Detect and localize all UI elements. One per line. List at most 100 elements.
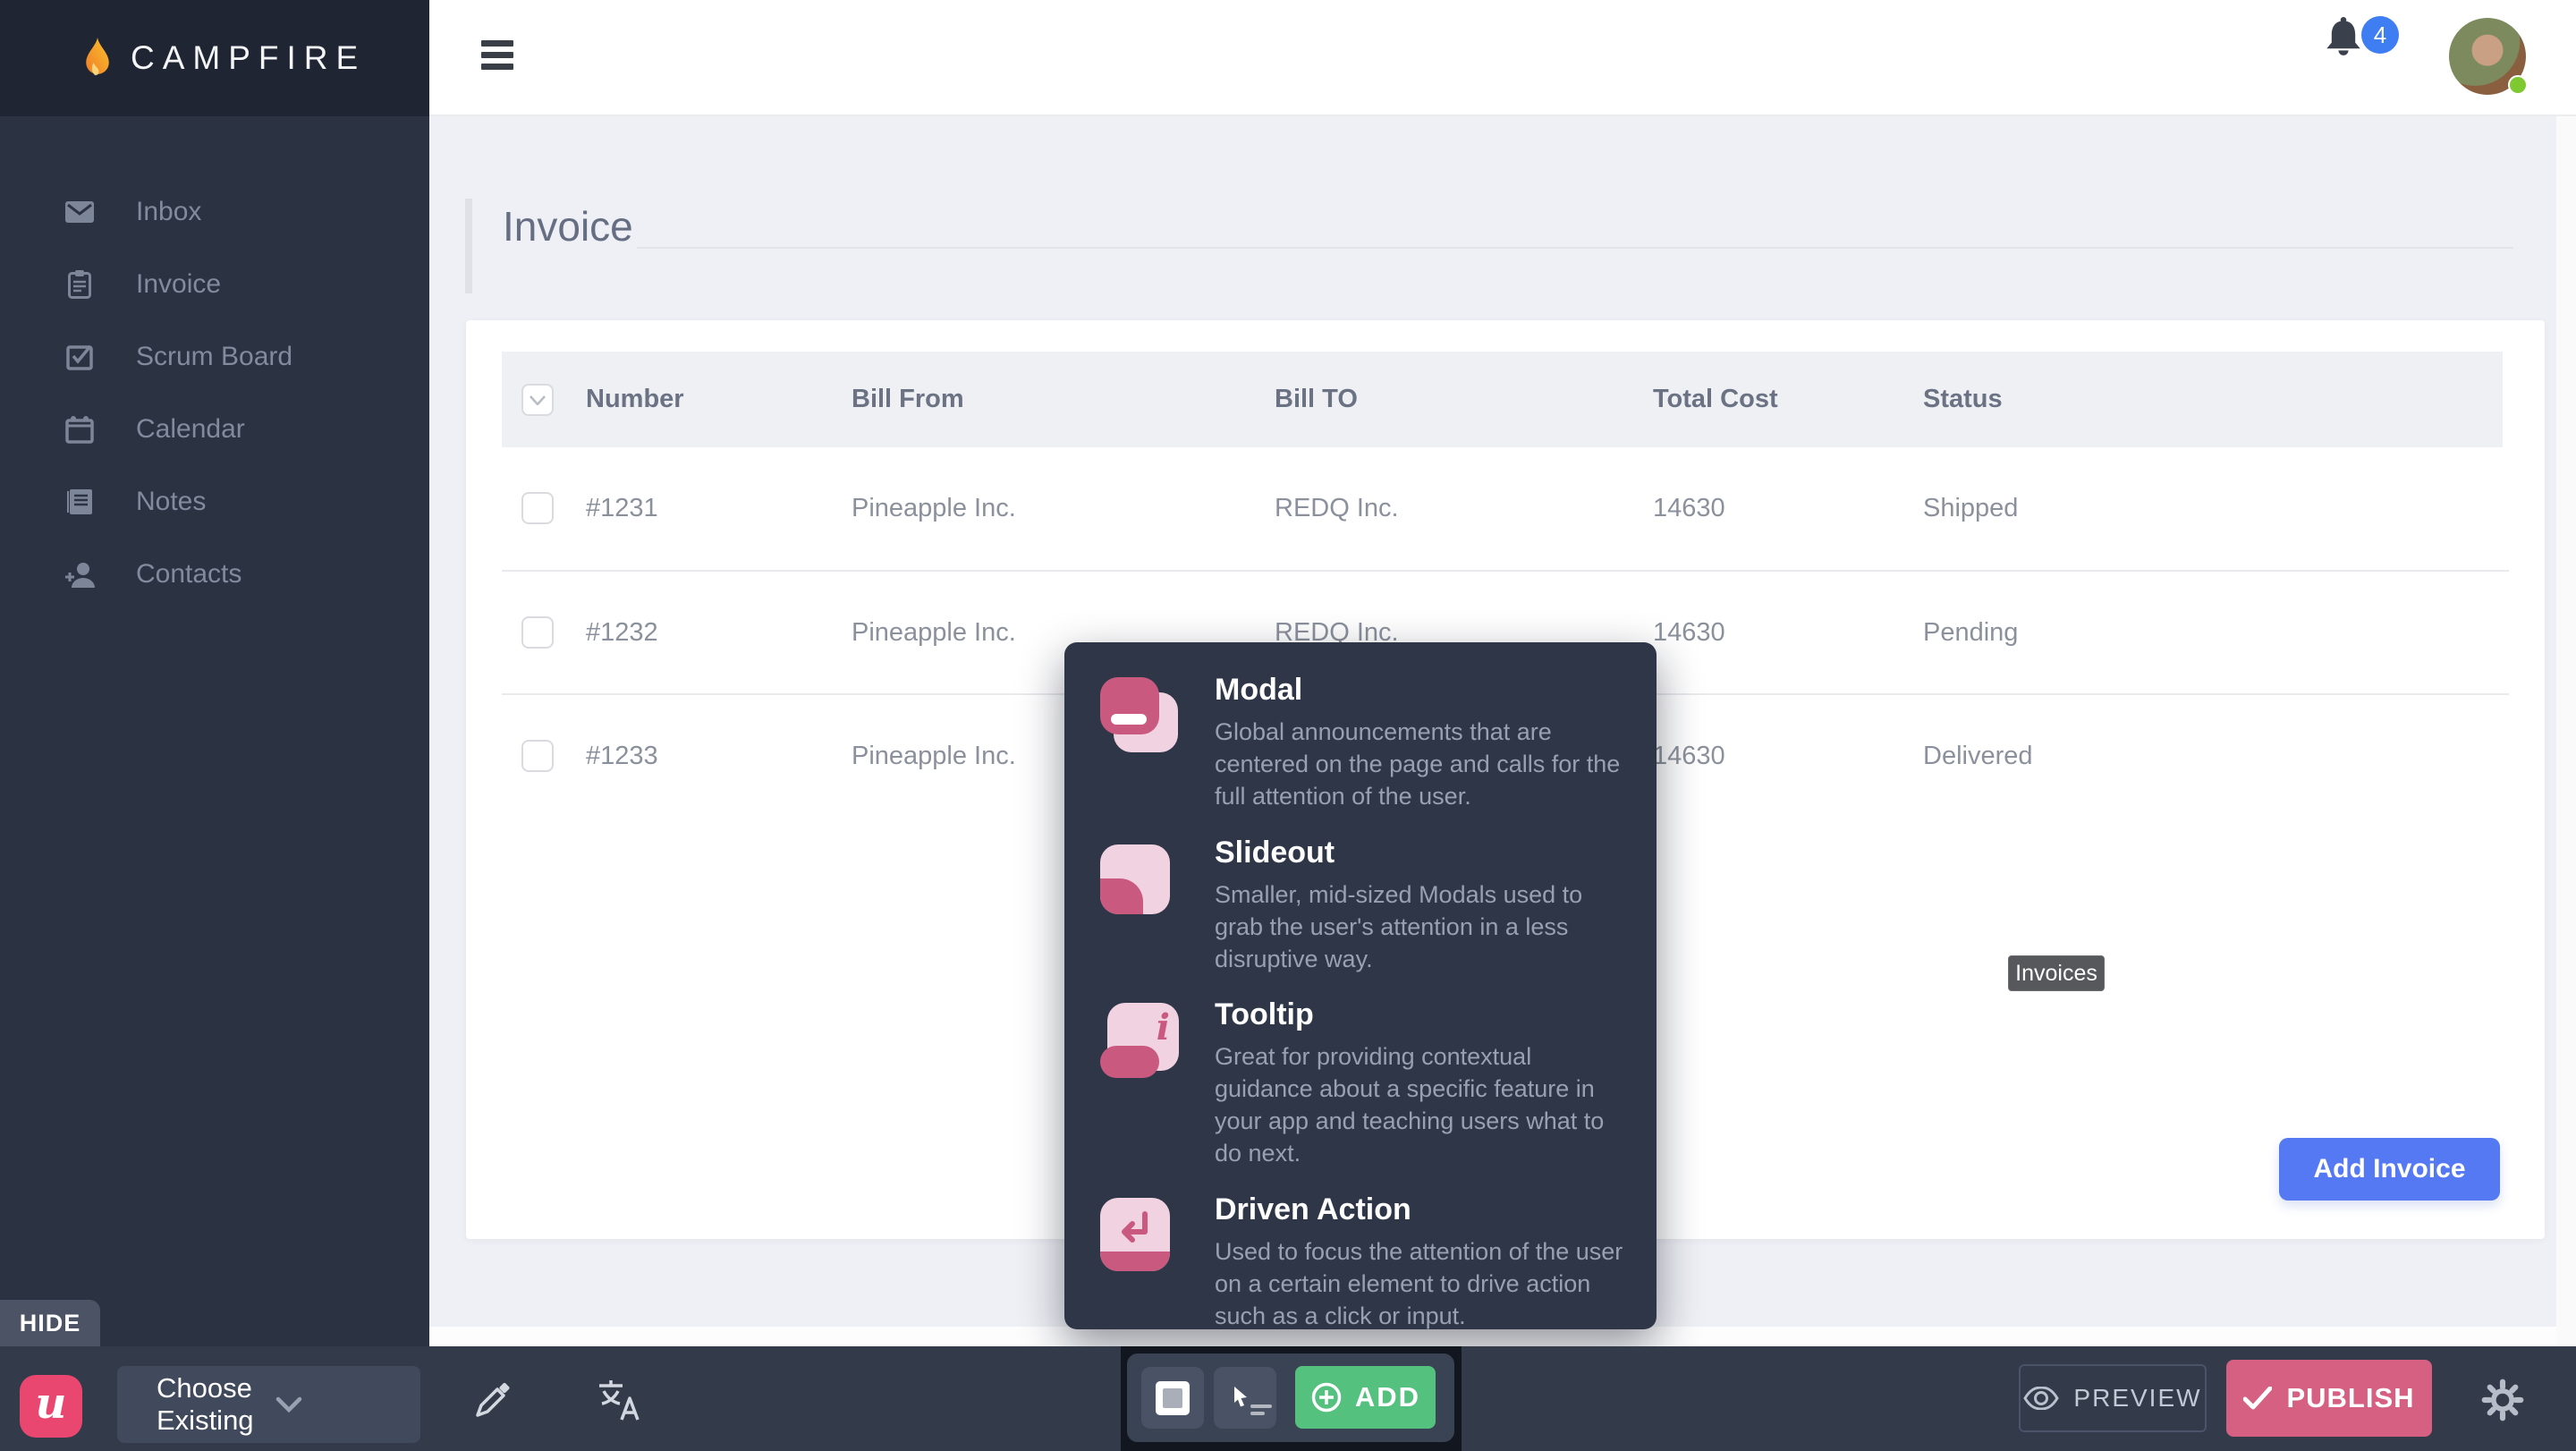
userlane-u-glyph: u [35, 1379, 67, 1429]
column-header-number[interactable]: Number [586, 385, 684, 413]
add-invoice-button[interactable]: Add Invoice [2279, 1138, 2500, 1201]
sidebar-item-label: Invoice [136, 268, 222, 299]
invoices-tooltip: Invoices [2008, 955, 2105, 991]
heading-divider [637, 247, 2513, 249]
add-button-label: ADD [1354, 1381, 1421, 1413]
popup-item-title: Driven Action [1215, 1192, 1411, 1227]
pencil-icon [470, 1379, 512, 1421]
sidebar-item-contacts[interactable]: Contacts [0, 538, 429, 610]
settings-button[interactable] [2476, 1373, 2529, 1427]
online-status-dot [2508, 75, 2528, 95]
notes-icon [64, 487, 95, 517]
sidebar: CAMPFIRE Inbox Invoice Scrum [0, 0, 429, 1346]
popup-item-description: Used to focus the attention of the user … [1215, 1238, 1623, 1329]
translate-icon [597, 1379, 641, 1421]
flame-icon [82, 36, 113, 81]
gear-icon [2479, 1376, 2527, 1424]
driven-action-icon [1100, 1192, 1182, 1278]
sidebar-item-label: Notes [136, 486, 207, 516]
page-title: Invoice [503, 203, 633, 250]
column-header-status[interactable]: Status [1923, 385, 2003, 413]
notifications-button[interactable]: 4 [2324, 14, 2399, 95]
calendar-icon [64, 414, 95, 445]
sidebar-item-scrum-board[interactable]: Scrum Board [0, 320, 429, 393]
popup-item-modal[interactable]: Modal Global announcements that are cent… [1100, 673, 1621, 813]
sidebar-item-calendar[interactable]: Calendar [0, 393, 429, 465]
hide-tab[interactable]: HIDE [0, 1300, 100, 1346]
publish-button-label: PUBLISH [2286, 1382, 2415, 1413]
cell-bill-from: Pineapple Inc. [852, 494, 1016, 522]
choose-existing-label: Choose Existing [157, 1372, 254, 1436]
popup-item-title: Slideout [1215, 835, 1335, 870]
mail-icon [64, 197, 95, 227]
plus-circle-icon [1310, 1381, 1343, 1413]
modal-tool-button[interactable] [1141, 1367, 1204, 1429]
sidebar-nav: Inbox Invoice Scrum Board [0, 175, 429, 610]
heading-accent-bar [465, 199, 472, 293]
add-button[interactable]: ADD [1295, 1366, 1436, 1429]
popup-item-slideout[interactable]: Slideout Smaller, mid-sized Modals used … [1100, 836, 1621, 976]
app-logo: CAMPFIRE [0, 0, 429, 116]
cell-total-cost: 14630 [1653, 494, 1725, 522]
popup-item-driven-action[interactable]: Driven Action Used to focus the attentio… [1100, 1192, 1623, 1333]
preview-button-label: PREVIEW [2073, 1384, 2202, 1412]
sidebar-item-label: Calendar [136, 413, 245, 444]
avatar[interactable] [2449, 18, 2528, 95]
bell-icon [2324, 17, 2363, 63]
select-all-checkbox[interactable] [521, 384, 554, 416]
sidebar-item-invoice[interactable]: Invoice [0, 248, 429, 320]
highlighted-toolbar-frame: ADD [1121, 1346, 1462, 1451]
tooltip-icon: i [1100, 997, 1182, 1083]
page-bottom-band [429, 1327, 2556, 1346]
notification-badge: 4 [2361, 16, 2399, 54]
cell-bill-from: Pineapple Inc. [852, 618, 1016, 647]
guide-element-popup: Modal Global announcements that are cent… [1064, 642, 1657, 1419]
editor-bar: HIDE u Choose Existing [0, 1300, 2576, 1451]
cell-bill-from: Pineapple Inc. [852, 742, 1016, 770]
cell-total-cost: 14630 [1653, 742, 1725, 770]
translate-button[interactable] [592, 1373, 646, 1427]
menu-icon[interactable] [481, 40, 513, 75]
cell-status: Shipped [1923, 494, 2019, 522]
popup-item-description: Smaller, mid-sized Modals used to grab t… [1215, 880, 1583, 972]
row-checkbox[interactable] [521, 616, 554, 649]
cell-status: Pending [1923, 618, 2019, 647]
row-checkbox[interactable] [521, 740, 554, 772]
table-header-row: Number Bill From Bill TO Total Cost Stat… [502, 352, 2503, 447]
app-name: CAMPFIRE [131, 39, 367, 76]
cell-number: #1233 [586, 742, 658, 770]
sidebar-item-label: Inbox [136, 196, 202, 226]
modal-tool-icon [1156, 1380, 1190, 1415]
sidebar-item-inbox[interactable]: Inbox [0, 175, 429, 248]
preview-button[interactable]: PREVIEW [2019, 1364, 2207, 1432]
table-row[interactable]: #1232 Pineapple Inc. REDQ Inc. 14630 Pen… [466, 572, 2545, 694]
choose-existing-dropdown[interactable]: Choose Existing [117, 1366, 420, 1443]
edit-pencil-button[interactable] [464, 1373, 518, 1427]
popup-item-description: Global announcements that are centered o… [1215, 718, 1621, 810]
check-icon [2243, 1387, 2273, 1410]
userlane-logo[interactable]: u [20, 1375, 82, 1438]
slideout-icon [1100, 836, 1182, 921]
column-header-bill-to[interactable]: Bill TO [1275, 385, 1358, 413]
sidebar-item-label: Contacts [136, 558, 242, 589]
column-header-bill-from[interactable]: Bill From [852, 385, 964, 413]
tooltip-tool-button[interactable] [1214, 1367, 1276, 1429]
row-checkbox[interactable] [521, 492, 554, 524]
cell-number: #1232 [586, 618, 658, 647]
column-header-total-cost[interactable]: Total Cost [1653, 385, 1778, 413]
person-add-icon [64, 559, 95, 590]
publish-button[interactable]: PUBLISH [2226, 1360, 2432, 1437]
cell-bill-to: REDQ Inc. [1275, 618, 1399, 647]
scrollbar-track[interactable] [2556, 116, 2576, 1346]
row-divider [502, 570, 2509, 572]
cell-bill-to: REDQ Inc. [1275, 494, 1399, 522]
cell-number: #1231 [586, 494, 658, 522]
checkbox-icon [64, 342, 95, 372]
table-row[interactable]: #1231 Pineapple Inc. REDQ Inc. 14630 Shi… [466, 447, 2545, 570]
popup-item-tooltip[interactable]: i Tooltip Great for providing contextual… [1100, 997, 1621, 1170]
sidebar-item-label: Scrum Board [136, 341, 293, 371]
table-row[interactable]: #1233 Pineapple Inc. 14630 Delivered [466, 695, 2545, 818]
sidebar-item-notes[interactable]: Notes [0, 465, 429, 538]
element-type-toolbar: ADD [1127, 1353, 1454, 1442]
cell-status: Delivered [1923, 742, 2033, 770]
